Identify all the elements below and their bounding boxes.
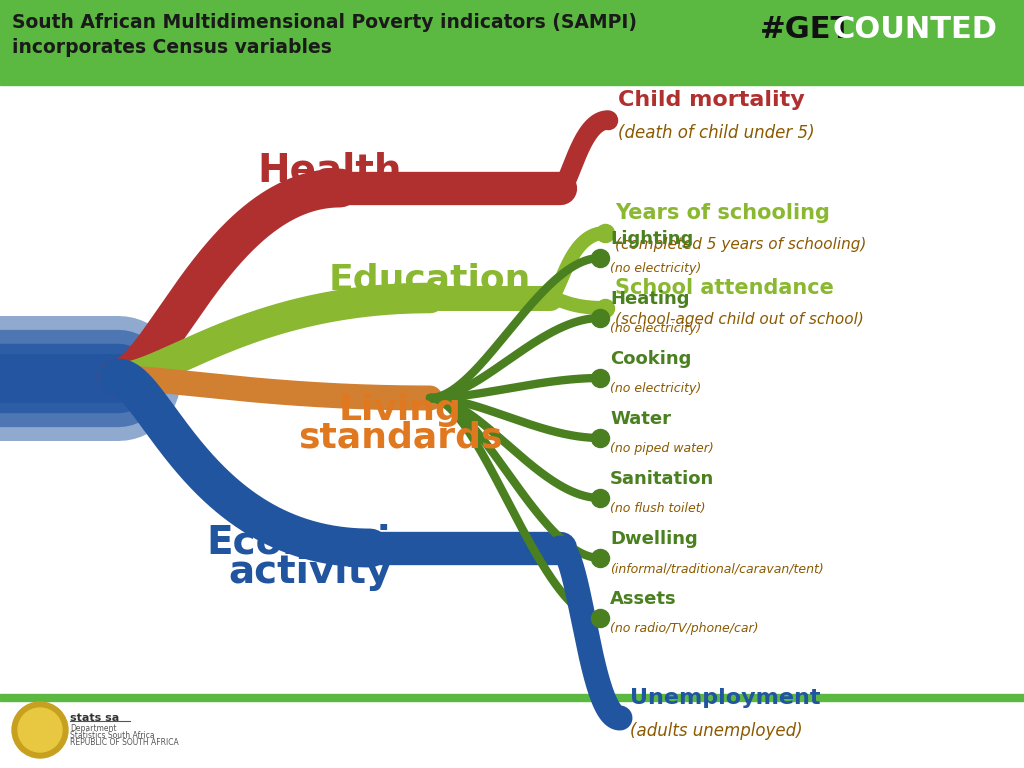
Text: Health: Health bbox=[258, 151, 402, 189]
Text: activity: activity bbox=[228, 553, 392, 591]
Text: (no electricity): (no electricity) bbox=[610, 322, 701, 335]
Text: (no radio/TV/phone/car): (no radio/TV/phone/car) bbox=[610, 622, 759, 635]
Text: (school-aged child out of school): (school-aged child out of school) bbox=[615, 312, 864, 327]
Text: Child mortality: Child mortality bbox=[618, 90, 805, 110]
Text: Statistics South Africa: Statistics South Africa bbox=[70, 731, 155, 740]
Text: Years of schooling: Years of schooling bbox=[615, 203, 829, 223]
Text: REPUBLIC OF SOUTH AFRICA: REPUBLIC OF SOUTH AFRICA bbox=[70, 738, 179, 747]
Text: Lighting: Lighting bbox=[610, 230, 693, 248]
Text: Economic: Economic bbox=[206, 524, 414, 562]
Text: Cooking: Cooking bbox=[610, 350, 691, 368]
Circle shape bbox=[12, 702, 68, 758]
Text: Dwelling: Dwelling bbox=[610, 530, 697, 548]
Text: stats sa: stats sa bbox=[70, 713, 119, 723]
Text: Water: Water bbox=[610, 410, 671, 428]
Text: (death of child under 5): (death of child under 5) bbox=[618, 124, 815, 142]
Text: (no electricity): (no electricity) bbox=[610, 262, 701, 275]
Text: COUNTED: COUNTED bbox=[833, 15, 998, 45]
Text: (informal/traditional/caravan/tent): (informal/traditional/caravan/tent) bbox=[610, 562, 823, 575]
Bar bbox=[0, 0, 1024, 85]
Text: Living: Living bbox=[339, 393, 462, 427]
Text: (no electricity): (no electricity) bbox=[610, 382, 701, 395]
Text: Unemployment: Unemployment bbox=[630, 688, 820, 708]
Text: School attendance: School attendance bbox=[615, 278, 834, 298]
Text: standards: standards bbox=[298, 421, 502, 455]
Text: Education: Education bbox=[329, 263, 531, 297]
Bar bbox=[0, 694, 1024, 701]
Text: Sanitation: Sanitation bbox=[610, 470, 715, 488]
Text: (completed 5 years of schooling): (completed 5 years of schooling) bbox=[615, 237, 866, 252]
Text: Assets: Assets bbox=[610, 590, 677, 608]
Text: Heating: Heating bbox=[610, 290, 689, 308]
Text: South African Multidimensional Poverty indicators (SAMPI): South African Multidimensional Poverty i… bbox=[12, 13, 637, 32]
Text: incorporates Census variables: incorporates Census variables bbox=[12, 38, 332, 57]
Text: (no piped water): (no piped water) bbox=[610, 442, 714, 455]
Text: Department: Department bbox=[70, 724, 117, 733]
Circle shape bbox=[18, 708, 62, 752]
Text: (adults unemployed): (adults unemployed) bbox=[630, 722, 803, 740]
Text: #GET: #GET bbox=[760, 15, 852, 45]
Text: (no flush toilet): (no flush toilet) bbox=[610, 502, 706, 515]
